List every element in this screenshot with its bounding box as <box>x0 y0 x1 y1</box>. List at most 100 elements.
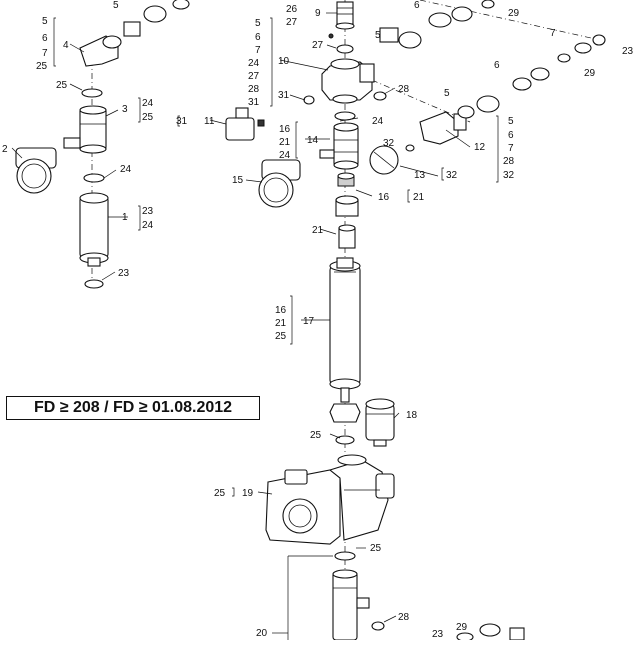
label-25-left-a: 25 <box>36 61 48 72</box>
part-20-ball-valve-lower <box>332 569 370 641</box>
part-17-long-pipe <box>329 257 361 423</box>
label-27-top: 27 <box>286 17 298 28</box>
part-25-seal-lower <box>334 551 356 561</box>
label-5-right-a: 5 <box>375 30 381 41</box>
label-14: 14 <box>307 135 319 146</box>
label-25-d: 25 <box>275 331 287 342</box>
label-20: 20 <box>256 628 268 639</box>
label-23-bottom: 23 <box>432 629 444 640</box>
part-12-valve-right <box>419 95 500 145</box>
label-19: 19 <box>242 488 254 499</box>
leader-lines <box>11 12 471 640</box>
label-5-right-c: 5 <box>508 116 514 127</box>
label-6-right-c: 6 <box>508 130 514 141</box>
label-16-c: 16 <box>275 305 287 316</box>
label-7-right-c: 7 <box>508 143 514 154</box>
label-32-b: 32 <box>446 170 458 181</box>
label-31-center: 31 <box>248 97 260 108</box>
label-6-left: 6 <box>42 33 48 44</box>
label-28-center: 28 <box>248 84 260 95</box>
part-9-nipple <box>335 1 355 30</box>
top-right-couplings <box>379 0 606 91</box>
part-25-seal-left <box>81 88 103 98</box>
part-16-union-nuts <box>335 172 359 217</box>
part-21-sleeve <box>338 224 356 249</box>
part-28-seal-lower <box>371 621 385 631</box>
label-12: 12 <box>474 142 486 153</box>
label-5-right-b: 5 <box>444 88 450 99</box>
top-left-couplings <box>123 0 190 37</box>
label-10: 10 <box>278 56 290 67</box>
top-right-axis-line <box>419 0 601 41</box>
label-13: 13 <box>414 170 426 181</box>
part-13-handle <box>369 144 415 175</box>
label-18: 18 <box>406 410 418 421</box>
label-28-bottom: 28 <box>398 612 410 623</box>
label-5-top-left: 5 <box>113 0 119 11</box>
label-6-center: 6 <box>255 32 261 43</box>
label-2: 2 <box>2 144 8 155</box>
part-24-seal-left <box>83 173 105 183</box>
label-27-mid: 27 <box>312 40 324 51</box>
label-6-right-b: 6 <box>494 60 500 71</box>
label-5-center: 5 <box>255 18 261 29</box>
part-15-thermometer <box>258 159 301 208</box>
label-29-right-b: 29 <box>584 68 596 79</box>
label-29-right-a: 29 <box>508 8 520 19</box>
label-15: 15 <box>232 175 244 186</box>
label-21-c: 21 <box>312 225 324 236</box>
label-24-center: 24 <box>248 58 260 69</box>
part-1-check-valve <box>79 192 109 267</box>
label-4: 4 <box>63 40 69 51</box>
label-16-a: 16 <box>279 124 291 135</box>
label-23-left-b: 23 <box>118 268 130 279</box>
part-23-seal-left <box>84 279 104 289</box>
part-27-small-item <box>328 33 334 39</box>
label-3: 3 <box>122 104 128 115</box>
label-32-right-c: 32 <box>503 170 515 181</box>
label-1: 1 <box>122 212 128 223</box>
label-25-f: 25 <box>214 488 226 499</box>
label-21-d: 21 <box>275 318 287 329</box>
label-27-center: 27 <box>248 71 260 82</box>
label-17: 17 <box>303 316 315 327</box>
part-2-thermometer <box>15 147 57 194</box>
label-16-b: 16 <box>378 192 390 203</box>
label-7-left: 7 <box>42 48 48 59</box>
part-18-air-vent <box>365 398 395 447</box>
label-25-left-c: 25 <box>142 112 154 123</box>
label-26: 26 <box>286 4 298 15</box>
label-28-right-c: 28 <box>503 156 515 167</box>
label-24-left-b: 24 <box>120 164 132 175</box>
part-25-seal-upper <box>335 435 355 445</box>
part-11-valve-assembly <box>225 107 265 141</box>
part-14-ball-valve <box>319 122 359 170</box>
label-24-left-c: 24 <box>142 220 154 231</box>
part-28-seal <box>373 91 387 101</box>
part-3-ball-valve-left <box>63 105 107 154</box>
label-24-left: 24 <box>142 98 154 109</box>
label-31: 31 <box>278 90 290 101</box>
bracket-groups <box>53 17 499 497</box>
part-19-circulation-pump <box>265 454 395 545</box>
label-29-bottom: 29 <box>456 622 468 633</box>
label-25-g: 25 <box>370 543 382 554</box>
label-11: 11 <box>204 116 215 127</box>
label-5-left: 5 <box>42 16 48 27</box>
part-31-seal <box>303 95 315 105</box>
fd-version-banner: FD ≥ 208 / FD ≥ 01.08.2012 <box>6 396 260 420</box>
label-21-a: 21 <box>279 137 291 148</box>
label-21-b: 21 <box>413 192 425 203</box>
label-6-right-a: 6 <box>414 0 420 11</box>
label-25-e: 25 <box>310 430 322 441</box>
label-9: 9 <box>315 8 321 19</box>
part-number-labels: 5 6 7 25 4 25 3 24 25 2 24 1 23 24 23 5 … <box>2 0 634 640</box>
label-24-a: 24 <box>279 150 291 161</box>
label-23-left: 23 <box>142 206 154 217</box>
label-28-right: 28 <box>398 84 410 95</box>
part-10-tee-fitting <box>321 58 375 104</box>
label-32-a: 32 <box>383 138 395 149</box>
bottom-right-fittings <box>456 623 525 642</box>
